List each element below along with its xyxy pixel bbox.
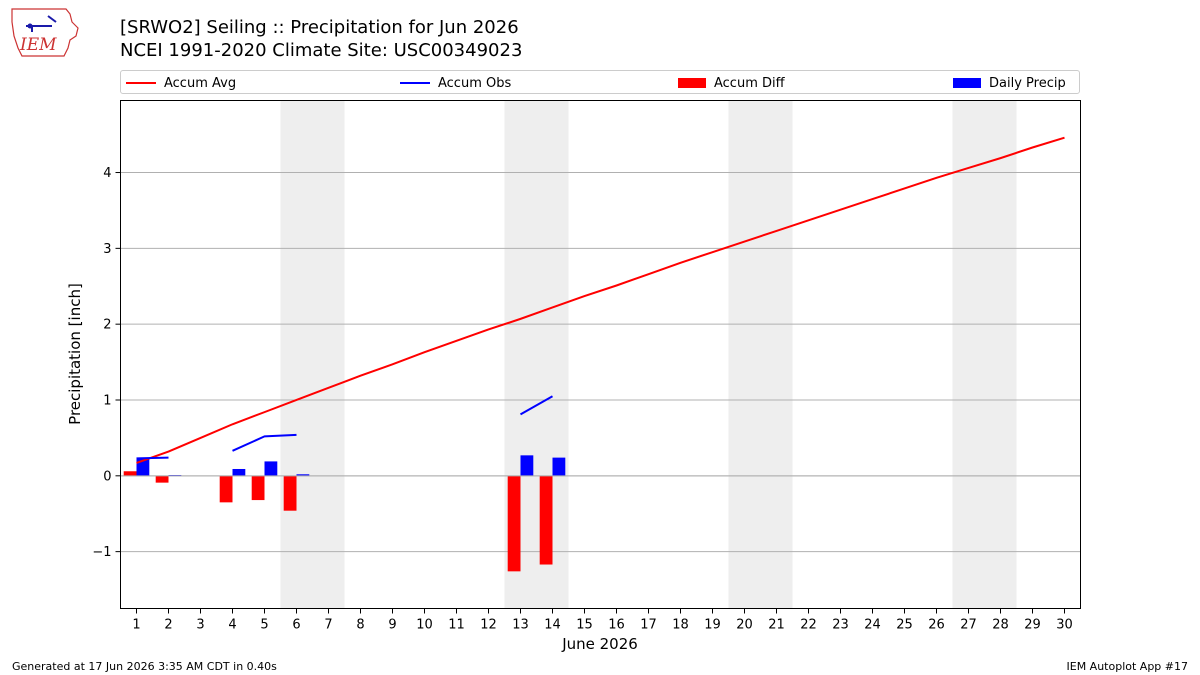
x-tick-label: 14: [544, 618, 561, 633]
accum-diff-bar: [539, 475, 553, 565]
legend-item-accum-diff: Accum Diff: [678, 74, 785, 92]
x-tick-label: 6: [292, 618, 300, 633]
app-id: IEM Autoplot App #17: [1066, 660, 1189, 673]
legend-item-accum-avg: Accum Avg: [126, 74, 236, 92]
x-tick-label: 4: [228, 618, 236, 633]
x-tick-label: 13: [512, 618, 529, 633]
weekend-band: [952, 100, 1017, 609]
y-tick-label: 0: [103, 469, 111, 484]
accum-obs-line: [136, 456, 169, 460]
x-tick-label: 11: [448, 618, 465, 633]
bar-marks: [120, 455, 1081, 572]
x-tick-label: 18: [672, 618, 689, 633]
legend-swatch-daily-precip: [953, 78, 981, 88]
y-tick-label: −1: [92, 545, 111, 560]
accum-diff-bar: [283, 475, 297, 511]
generated-timestamp: Generated at 17 Jun 2026 3:35 AM CDT in …: [12, 660, 277, 673]
accum-diff-bar: [123, 471, 137, 476]
y-tick-label: 1: [103, 393, 111, 408]
daily-precip-bar: [264, 461, 278, 476]
chart-title: [SRWO2] Seiling :: Precipitation for Jun…: [120, 17, 519, 38]
x-tick-label: 12: [480, 618, 497, 633]
y-tick-label: 2: [103, 318, 111, 333]
y-axis-label: Precipitation [inch]: [66, 283, 84, 425]
legend-label-daily-precip: Daily Precip: [989, 75, 1066, 91]
daily-precip-bar: [520, 455, 534, 476]
x-tick-label: 7: [324, 618, 332, 633]
legend-swatch-accum-diff: [678, 78, 706, 88]
x-tick-label: 1: [132, 618, 140, 633]
x-tick-label: 28: [992, 618, 1009, 633]
x-tick-label: 29: [1024, 618, 1041, 633]
weekend-shading: [280, 100, 1017, 609]
x-tick-label: 22: [800, 618, 817, 633]
x-tick-label: 2: [164, 618, 172, 633]
x-tick-label: 5: [260, 618, 268, 633]
chart-legend: Accum Avg Accum Obs Accum Diff Daily Pre…: [120, 70, 1080, 94]
x-tick-label: 3: [196, 618, 204, 633]
x-tick-label: 24: [864, 618, 881, 633]
chart-subtitle: NCEI 1991-2020 Climate Site: USC00349023: [120, 40, 523, 61]
daily-precip-bar: [296, 474, 310, 476]
x-tick-label: 21: [768, 618, 785, 633]
accum-obs-line: [520, 395, 553, 416]
x-tick-label: 16: [608, 618, 625, 633]
x-tick-label: 19: [704, 618, 721, 633]
accum-diff-bar: [219, 475, 233, 503]
x-tick-label: 9: [388, 618, 396, 633]
x-tick-label: 20: [736, 618, 753, 633]
weekend-band: [728, 100, 793, 609]
legend-label-accum-diff: Accum Diff: [714, 75, 785, 91]
daily-precip-bar: [232, 468, 246, 476]
x-tick-label: 25: [896, 618, 913, 633]
legend-swatch-accum-obs: [400, 82, 430, 84]
x-tick-label: 26: [928, 618, 945, 633]
x-tick-label: 23: [832, 618, 849, 633]
x-tick-label: 8: [356, 618, 364, 633]
x-tick-label: 27: [960, 618, 977, 633]
iowa-state-outline-icon: IEM: [11, 8, 79, 57]
legend-label-accum-avg: Accum Avg: [164, 75, 237, 91]
accum-avg-line: [136, 136, 1065, 464]
legend-item-daily-precip: Daily Precip: [953, 74, 1066, 92]
legend-label-accum-obs: Accum Obs: [438, 75, 512, 91]
iem-logo: IEM: [8, 6, 82, 60]
legend-swatch-accum-avg: [126, 82, 156, 84]
x-tick-label: 10: [416, 618, 433, 633]
logo-text: IEM: [19, 35, 57, 55]
plot-frame: [120, 100, 1081, 609]
accum-diff-bar: [155, 475, 169, 483]
x-tick-label: 30: [1056, 618, 1073, 633]
line-marks: [136, 136, 1065, 464]
y-tick-label: 3: [103, 242, 111, 257]
daily-precip-bar: [552, 457, 566, 476]
x-tick-label: 15: [576, 618, 593, 633]
x-tick-label: 17: [640, 618, 657, 633]
accum-diff-bar: [251, 475, 265, 501]
y-tick-label: 4: [103, 166, 111, 181]
accum-obs-line: [232, 433, 297, 452]
legend-item-accum-obs: Accum Obs: [400, 74, 511, 92]
x-axis-label: June 2026: [561, 635, 638, 653]
weekend-band: [280, 100, 345, 609]
accum-diff-bar: [507, 475, 521, 572]
